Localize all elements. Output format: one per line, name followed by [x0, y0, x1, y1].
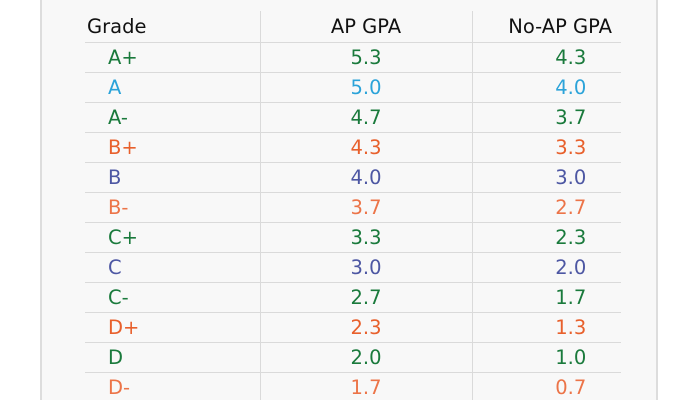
table-row: C+ 3.3 2.3	[85, 222, 621, 253]
column-header-grade: Grade	[85, 11, 261, 43]
column-header-no-ap-gpa: No-AP GPA	[472, 11, 621, 43]
no-ap-gpa-cell: 4.3	[472, 42, 621, 73]
grade-cell: A-	[85, 102, 261, 133]
table-row: D- 1.7 0.7	[85, 372, 621, 400]
ap-gpa-cell: 3.7	[260, 192, 473, 223]
table-row: A+ 5.3 4.3	[85, 42, 621, 73]
ap-gpa-cell: 4.0	[260, 162, 473, 193]
grade-cell: C+	[85, 222, 261, 253]
no-ap-gpa-cell: 1.0	[472, 342, 621, 373]
no-ap-gpa-cell: 1.3	[472, 312, 621, 343]
ap-gpa-cell: 3.3	[260, 222, 473, 253]
no-ap-gpa-cell: 3.3	[472, 132, 621, 163]
grade-cell: A+	[85, 42, 261, 73]
no-ap-gpa-cell: 2.3	[472, 222, 621, 253]
no-ap-gpa-cell: 2.0	[472, 252, 621, 283]
table-row: B- 3.7 2.7	[85, 192, 621, 223]
ap-gpa-cell: 2.3	[260, 312, 473, 343]
grade-cell: D+	[85, 312, 261, 343]
grade-cell: B-	[85, 192, 261, 223]
content-panel: Grade AP GPA No-AP GPA A+ 5.3 4.3 A 5.0 4.0 A-…	[40, 0, 658, 400]
no-ap-gpa-cell: 4.0	[472, 72, 621, 103]
no-ap-gpa-cell: 3.0	[472, 162, 621, 193]
grade-cell: C	[85, 252, 261, 283]
grade-cell: B+	[85, 132, 261, 163]
table-row: B 4.0 3.0	[85, 162, 621, 193]
ap-gpa-cell: 2.7	[260, 282, 473, 313]
grade-cell: D	[85, 342, 261, 373]
table-row: A- 4.7 3.7	[85, 102, 621, 133]
no-ap-gpa-cell: 1.7	[472, 282, 621, 313]
no-ap-gpa-cell: 2.7	[472, 192, 621, 223]
ap-gpa-cell: 5.3	[260, 42, 473, 73]
grade-cell: C-	[85, 282, 261, 313]
ap-gpa-cell: 4.7	[260, 102, 473, 133]
table-row: D 2.0 1.0	[85, 342, 621, 373]
ap-gpa-cell: 1.7	[260, 372, 473, 400]
column-header-ap-gpa: AP GPA	[260, 11, 473, 43]
gpa-table: Grade AP GPA No-AP GPA A+ 5.3 4.3 A 5.0 4.0 A-…	[85, 11, 621, 400]
table-body: A+ 5.3 4.3 A 5.0 4.0 A- 4.7 3.7 B+ 4.3 3.3 B 4.0 3.0 B-…	[85, 42, 621, 400]
grade-cell: B	[85, 162, 261, 193]
table-row: C- 2.7 1.7	[85, 282, 621, 313]
table-row: D+ 2.3 1.3	[85, 312, 621, 343]
table-row: A 5.0 4.0	[85, 72, 621, 103]
ap-gpa-cell: 3.0	[260, 252, 473, 283]
no-ap-gpa-cell: 3.7	[472, 102, 621, 133]
table-header-row: Grade AP GPA No-AP GPA	[85, 11, 621, 43]
ap-gpa-cell: 2.0	[260, 342, 473, 373]
grade-cell: D-	[85, 372, 261, 400]
table-row: C 3.0 2.0	[85, 252, 621, 283]
ap-gpa-cell: 4.3	[260, 132, 473, 163]
no-ap-gpa-cell: 0.7	[472, 372, 621, 400]
grade-cell: A	[85, 72, 261, 103]
table-row: B+ 4.3 3.3	[85, 132, 621, 163]
ap-gpa-cell: 5.0	[260, 72, 473, 103]
